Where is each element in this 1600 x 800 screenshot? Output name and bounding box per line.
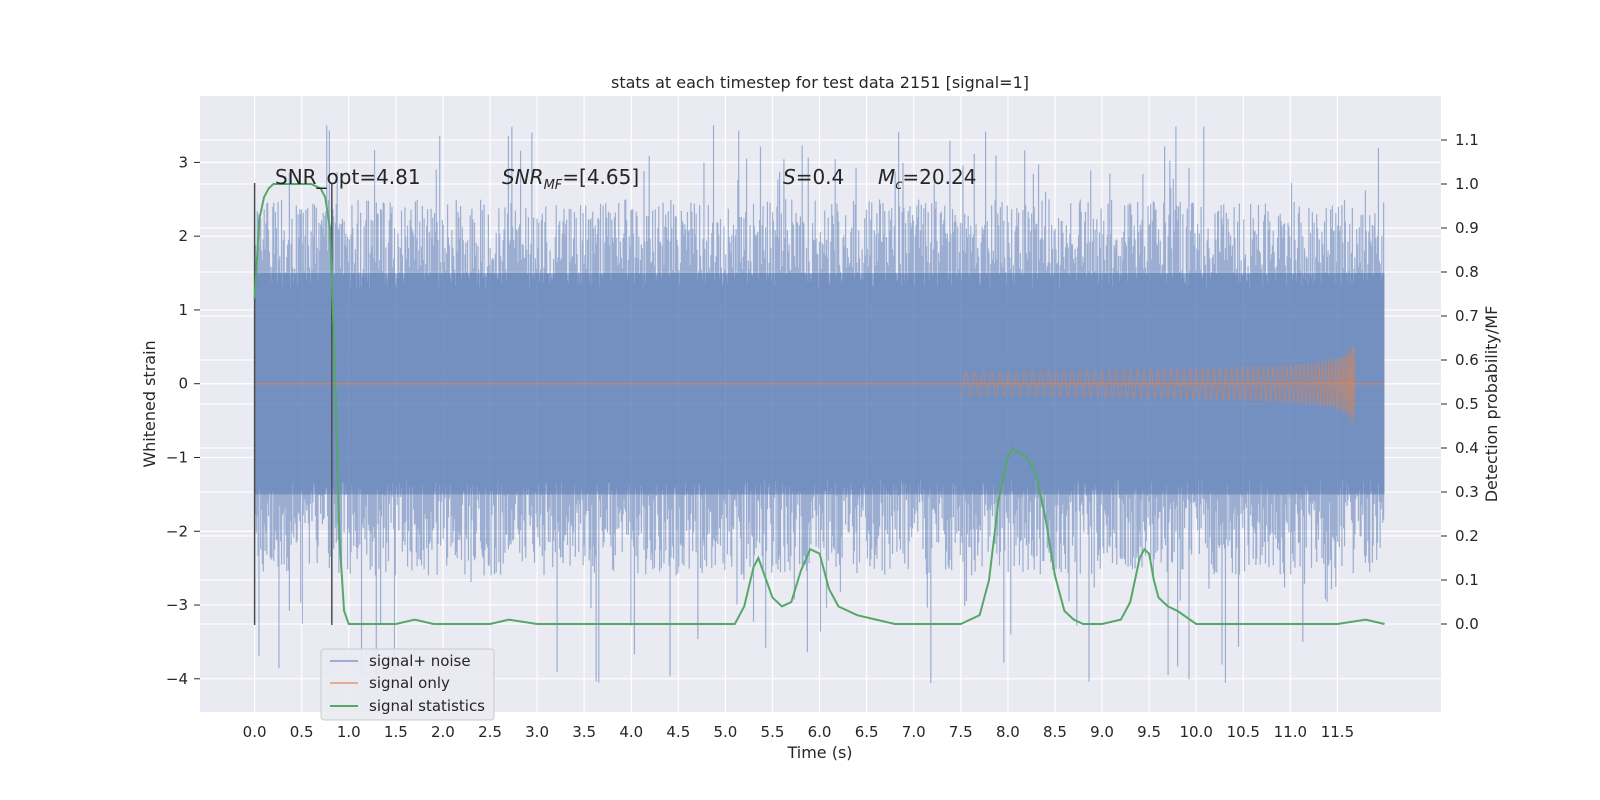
legend-label-signal-only: signal only [369,674,450,692]
y-tick-label: 1 [178,301,188,319]
y-tick-label: 3 [178,153,188,171]
y2-tick-label: 0.2 [1455,527,1479,545]
annotation-s: S=0.4 [783,165,844,189]
signal-only-series [254,344,1385,425]
legend: signal+ noise signal only signal statist… [320,648,495,721]
x-tick-label: 1.5 [384,723,408,741]
y-tick-label: −1 [166,448,188,466]
x-tick-label: 9.0 [1090,723,1114,741]
y2-tick-label: 0.0 [1455,615,1479,633]
signal-chirp [960,344,1355,425]
legend-label-signal-noise: signal+ noise [369,652,471,670]
chart-title: stats at each timestep for test data 215… [611,73,1029,92]
x-tick-label: 8.0 [996,723,1020,741]
y2-tick-label: 0.4 [1455,439,1479,457]
legend-label-signal-statistics: signal statistics [369,697,485,715]
y2-tick-label: 0.7 [1455,307,1479,325]
y-tick-label: −4 [166,670,188,688]
x-tick-label: 0.5 [290,723,314,741]
x-tick-label: 7.5 [949,723,973,741]
y-tick-label: −2 [166,522,188,540]
x-tick-label: 4.0 [619,723,643,741]
x-tick-label: 9.5 [1137,723,1161,741]
x-axis: 0.0 0.5 1.0 1.5 2.0 2.5 3.0 3.5 4.0 4.5 5.0 5.5 6.0 6… [243,723,1354,741]
x-tick-label: 5.0 [713,723,737,741]
y-tick-label: −3 [166,596,188,614]
x-tick-label: 2.5 [478,723,502,741]
y2-tick-label: 0.1 [1455,571,1479,589]
x-tick-label: 1.0 [337,723,361,741]
x-tick-label: 7.0 [902,723,926,741]
x-tick-label: 0.0 [243,723,267,741]
annotation-snr-mf: SNRMF=[4.65] [502,165,639,193]
y2-tick-label: 0.3 [1455,483,1479,501]
annotation-mc: Mc=20.24 [878,165,976,193]
signal-statistics-line [253,183,1385,625]
x-tick-label: 6.5 [855,723,879,741]
x-tick-label: 10.5 [1227,723,1260,741]
x-tick-label: 8.5 [1043,723,1067,741]
x-tick-label: 11.0 [1274,723,1307,741]
x-tick-label: 2.0 [431,723,455,741]
y2-tick-label: 0.9 [1455,219,1479,237]
annotation-snr-opt: SNR_opt=4.81 [275,165,421,189]
y2-tick-label: 0.8 [1455,263,1479,281]
legend-box [320,648,495,721]
x-tick-label: 10.0 [1179,723,1212,741]
x-tick-label: 4.5 [666,723,690,741]
y2-tick-label: 0.5 [1455,395,1479,413]
x-tick-label: 3.0 [525,723,549,741]
y-tick-label: 2 [178,227,188,245]
x-tick-label: 5.5 [761,723,785,741]
y-axis-right: 1.1 1.0 0.9 0.8 0.7 0.6 0.5 0.4 0.3 0.2 0.1 0.0 [1441,131,1479,633]
signal-statistics-series [253,183,1385,625]
x-axis-label: Time (s) [786,743,852,762]
x-tick-label: 11.5 [1321,723,1354,741]
y2-axis-label: Detection probability/MF [1482,306,1501,503]
y-axis-label: Whitened strain [140,340,159,467]
y2-tick-label: 1.0 [1455,175,1479,193]
x-tick-label: 3.5 [572,723,596,741]
y2-tick-label: 0.6 [1455,351,1479,369]
y2-tick-label: 1.1 [1455,131,1479,149]
y-axis-left: 3 2 1 0 −1 −2 −3 −4 [166,153,200,688]
y-tick-label: 0 [178,375,188,393]
x-tick-label: 6.0 [808,723,832,741]
